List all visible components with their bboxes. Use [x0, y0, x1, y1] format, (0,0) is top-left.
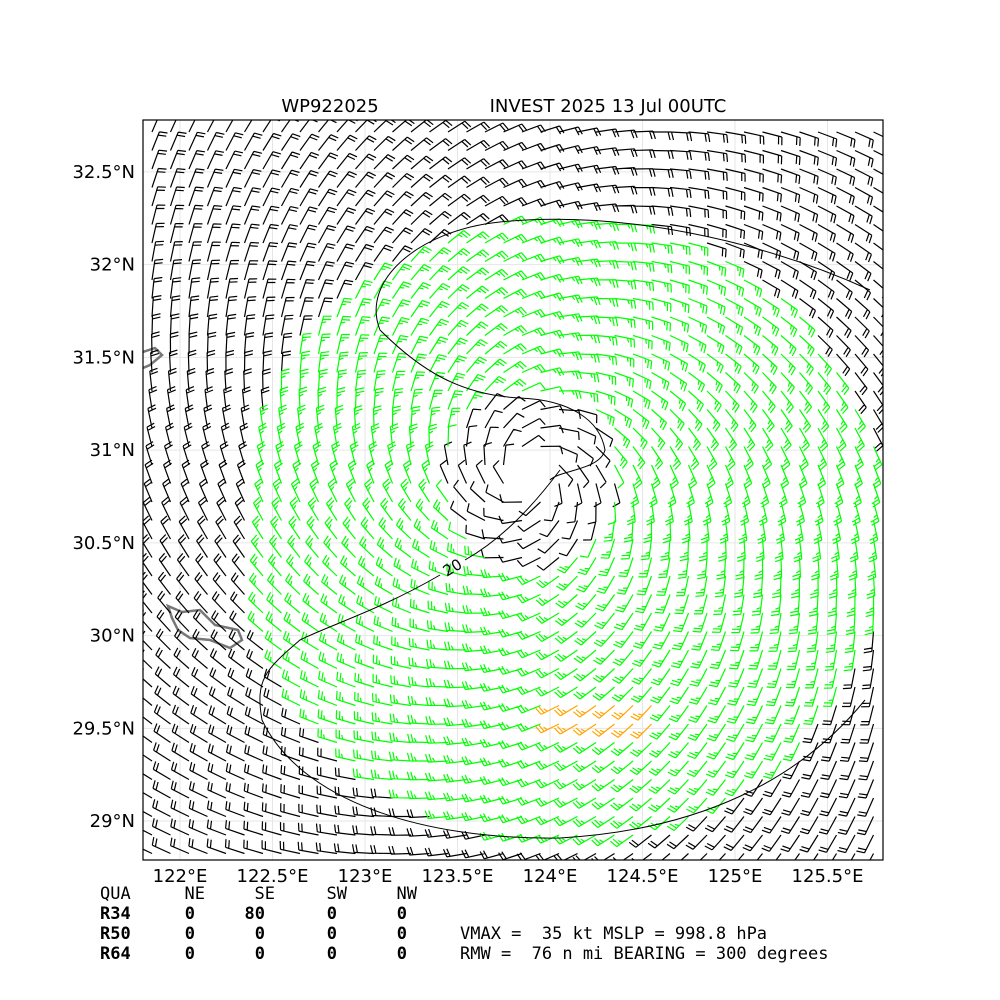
table-header: SW: [327, 884, 348, 904]
y-tick-label: 30.5°N: [72, 533, 135, 554]
table-cell: 0: [397, 904, 407, 924]
wind-barbs: [247, 215, 883, 848]
stats-line: VMAX = 35 kt MSLP = 998.8 hPa: [460, 924, 767, 944]
table-cell: 0: [185, 904, 195, 924]
x-tick-label: 122°E: [153, 866, 208, 887]
x-tick-label: 122.5°E: [237, 866, 309, 887]
table-cell: 0: [327, 924, 337, 944]
y-tick-label: 31.5°N: [72, 347, 135, 368]
table-cell: 0: [255, 924, 265, 944]
table-cell: 0: [397, 924, 407, 944]
x-tick-label: 125.5°E: [792, 866, 864, 887]
table-cell: 0: [327, 904, 337, 924]
row-label: R64: [100, 944, 131, 964]
table-header: NW: [397, 884, 418, 904]
coastline: [165, 603, 244, 650]
coastline: [143, 346, 164, 370]
table-header: NE: [185, 884, 205, 904]
x-tick-label: 124°E: [523, 866, 578, 887]
wind-barbs: [143, 120, 883, 860]
contour-label: 20: [440, 555, 466, 580]
contour-line: [259, 218, 871, 839]
table-cell: 0: [397, 944, 407, 964]
table-cell: 0: [255, 944, 265, 964]
x-tick-label: 123°E: [338, 866, 393, 887]
map-frame: [142, 119, 884, 861]
y-tick-label: 30°N: [90, 626, 135, 647]
row-label: R34: [100, 904, 131, 924]
table-cell: 80: [245, 904, 265, 924]
wind-barbs: [535, 704, 652, 739]
title-right: INVEST 2025 13 Jul 00UTC: [490, 96, 727, 117]
y-tick-label: 31°N: [90, 440, 135, 461]
row-label: R50: [100, 924, 131, 944]
y-tick-label: 29.5°N: [72, 718, 135, 739]
x-tick-label: 125°E: [708, 866, 763, 887]
x-tick-label: 124.5°E: [607, 866, 679, 887]
table-header: SE: [255, 884, 275, 904]
table-header: QUA: [100, 884, 131, 904]
table-cell: 0: [185, 924, 195, 944]
map-plot: 20: [143, 120, 883, 860]
title-left: WP922025: [281, 96, 378, 117]
y-tick-label: 29°N: [90, 811, 135, 832]
y-tick-label: 32.5°N: [72, 162, 135, 183]
y-tick-label: 32°N: [90, 255, 135, 276]
stats-line: RMW = 76 n mi BEARING = 300 degrees: [460, 944, 828, 964]
table-cell: 0: [327, 944, 337, 964]
x-tick-label: 123.5°E: [422, 866, 494, 887]
table-cell: 0: [185, 944, 195, 964]
